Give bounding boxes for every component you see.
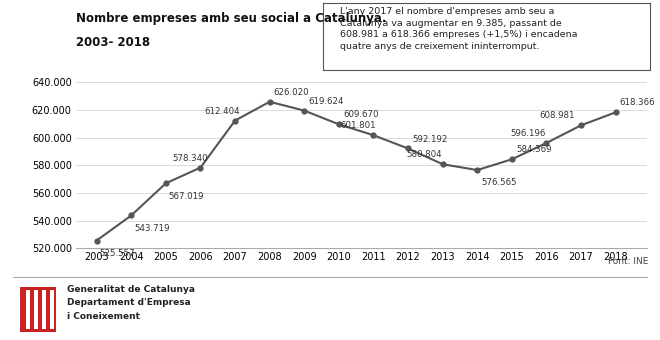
Bar bbox=[34, 290, 38, 329]
Text: 609.670: 609.670 bbox=[343, 110, 379, 119]
Text: 543.719: 543.719 bbox=[134, 224, 170, 233]
Text: Nombre empreses amb seu social a Catalunya.: Nombre empreses amb seu social a Catalun… bbox=[76, 12, 386, 25]
Text: 601.801: 601.801 bbox=[340, 121, 376, 130]
Text: 592.192: 592.192 bbox=[412, 135, 447, 143]
Text: 567.019: 567.019 bbox=[169, 191, 204, 201]
Text: 584.369: 584.369 bbox=[516, 145, 552, 154]
Text: 608.981: 608.981 bbox=[539, 112, 575, 120]
Bar bbox=[42, 290, 46, 329]
Text: 626.020: 626.020 bbox=[274, 88, 310, 97]
Text: 619.624: 619.624 bbox=[308, 97, 344, 106]
Text: Departament d'Empresa: Departament d'Empresa bbox=[67, 298, 191, 307]
Bar bbox=[26, 290, 30, 329]
Text: 525.557: 525.557 bbox=[100, 249, 135, 258]
Text: 596.196: 596.196 bbox=[510, 129, 546, 138]
Text: L'any 2017 el nombre d'empreses amb seu a
Catalunya va augmentar en 9.385, passa: L'any 2017 el nombre d'empreses amb seu … bbox=[340, 7, 578, 51]
Text: 612.404: 612.404 bbox=[205, 107, 240, 116]
Text: 578.340: 578.340 bbox=[173, 154, 209, 163]
Text: Font: INE: Font: INE bbox=[608, 257, 648, 266]
Text: 2003- 2018: 2003- 2018 bbox=[76, 36, 150, 49]
Text: 576.565: 576.565 bbox=[481, 178, 517, 187]
Text: Generalitat de Catalunya: Generalitat de Catalunya bbox=[67, 285, 195, 293]
Text: i Coneixement: i Coneixement bbox=[67, 312, 141, 321]
Text: 580.804: 580.804 bbox=[407, 150, 442, 159]
Bar bbox=[50, 290, 54, 329]
Text: 618.366: 618.366 bbox=[620, 98, 655, 107]
